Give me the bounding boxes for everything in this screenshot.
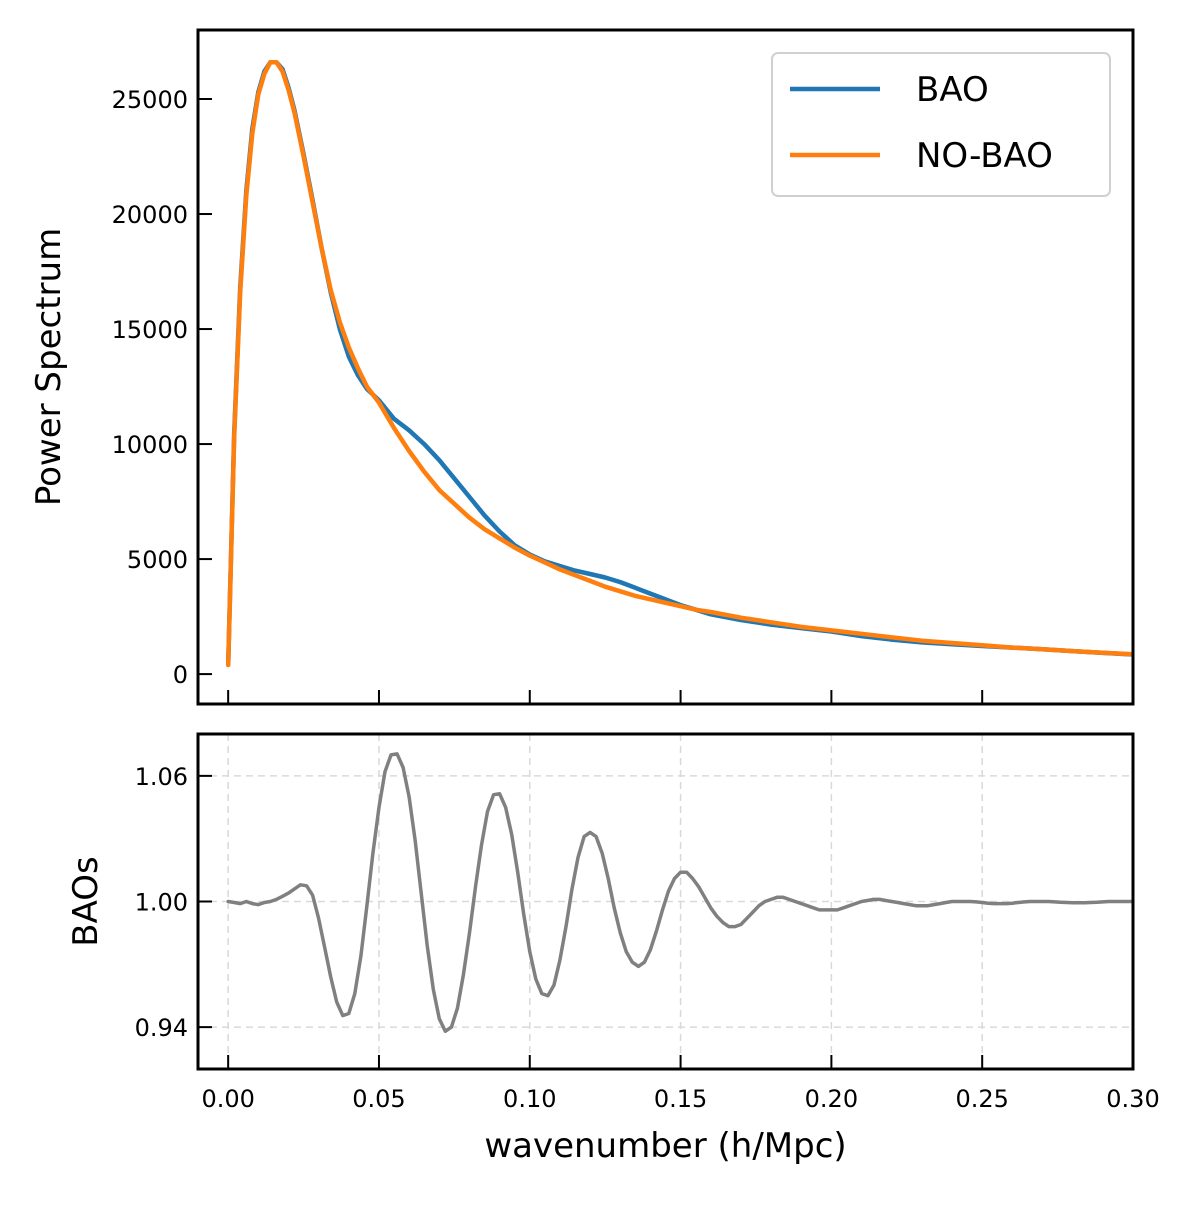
bottom-y-tick-label: 1.00 (135, 889, 188, 917)
series-line-no-bao (225, 59, 1133, 668)
series-line-bao-ratio (226, 752, 1133, 1034)
top-y-tick-label: 0 (173, 661, 188, 689)
bottom-y-axis-title: BAOs (66, 856, 106, 946)
power-spectrum-panel: 0 5000 10000 15000 20000 25000 Power Spectrum B… (29, 28, 1135, 706)
x-tick-label: 0.25 (955, 1085, 1008, 1113)
x-tick-label: 0.10 (503, 1085, 556, 1113)
top-y-tick-label: 20000 (112, 201, 188, 229)
legend-label-no-bao: NO-BAO (916, 136, 1053, 176)
top-axes-frame (196, 28, 1135, 706)
top-y-tick-label: 25000 (112, 86, 188, 114)
top-y-tick-label: 10000 (112, 431, 188, 459)
legend: BAO NO-BAO (771, 52, 1111, 197)
x-tick-label: 0.15 (654, 1085, 707, 1113)
bottom-y-tick-label: 0.94 (135, 1014, 188, 1042)
bottom-y-tick-label: 1.06 (135, 763, 188, 791)
x-tick-label: 0.05 (352, 1085, 405, 1113)
x-tick-label: 0.30 (1106, 1085, 1159, 1113)
x-tick-label: 0.20 (805, 1085, 858, 1113)
legend-label-bao: BAO (916, 70, 989, 110)
x-axis-title: wavenumber (h/Mpc) (484, 1126, 846, 1166)
top-y-tick-label: 15000 (112, 316, 188, 344)
x-tick-label: 0.00 (201, 1085, 254, 1113)
bao-ratio-panel: 0.00 0.05 0.10 0.15 0.20 0.25 0.30 0.94 1.00 1.06… (66, 732, 1160, 1166)
top-y-axis-title: Power Spectrum (29, 228, 69, 506)
top-y-tick-label: 5000 (127, 546, 188, 574)
